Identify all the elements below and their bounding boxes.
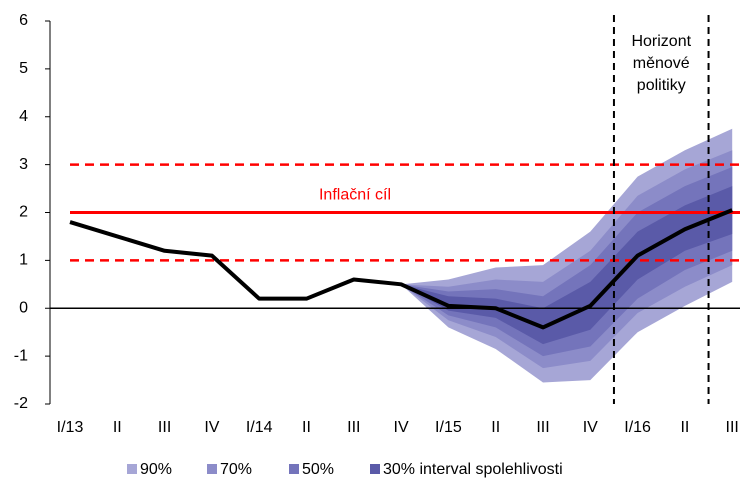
y-tick-label: 2 [19, 204, 28, 221]
y-tick-label: -1 [14, 347, 28, 364]
x-tick-label: IV [204, 419, 219, 436]
x-tick-label: III [158, 419, 171, 436]
legend-label: 50% [302, 461, 334, 478]
horizon-label: měnové [633, 55, 690, 72]
x-tick-label: II [302, 419, 311, 436]
x-tick-label: I/14 [246, 419, 273, 436]
legend-swatch [370, 464, 380, 474]
x-tick-label: I/16 [624, 419, 651, 436]
y-tick-label: 1 [19, 252, 28, 269]
horizon-label: politiky [637, 77, 686, 94]
legend-label: 70% [220, 461, 252, 478]
legend-swatch [207, 464, 217, 474]
horizon-label: Horizont [631, 33, 691, 50]
legend-swatch [289, 464, 299, 474]
x-tick-label: II [491, 419, 500, 436]
x-tick-label: III [726, 419, 739, 436]
fan-band [401, 186, 733, 345]
x-tick-label: I/15 [435, 419, 462, 436]
x-tick-label: II [680, 419, 689, 436]
line [69, 208, 733, 330]
x-tick-label: II [113, 419, 122, 436]
y-tick-label: 5 [19, 60, 28, 77]
y-tick-label: 6 [19, 12, 28, 29]
x-tick-label: IV [394, 419, 409, 436]
legend-label: 90% [140, 461, 172, 478]
x-tick-label: IV [583, 419, 598, 436]
x-tick-label: I/13 [57, 419, 84, 436]
legend-swatch [127, 464, 137, 474]
y-tick-label: 4 [19, 108, 28, 125]
y-tick-label: 3 [19, 156, 28, 173]
target-label: Inflační cíl [319, 187, 391, 204]
y-tick-label: 0 [19, 299, 28, 316]
x-tick-label: III [347, 419, 360, 436]
x-tick-label: III [536, 419, 549, 436]
y-tick-label: -2 [14, 395, 28, 412]
legend-label: 30% interval spolehlivosti [383, 461, 563, 478]
